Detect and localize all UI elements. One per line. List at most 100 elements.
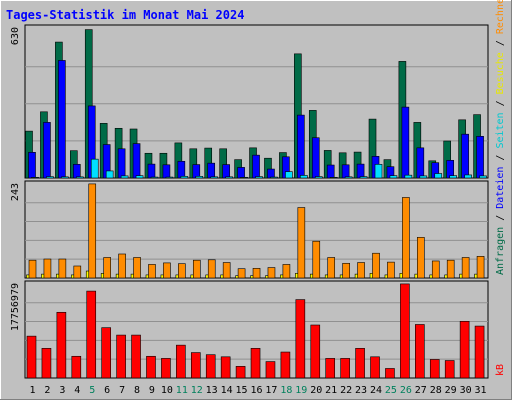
bar-dateien-day-11 (177, 160, 186, 179)
bar-dateien-day-8 (132, 143, 141, 179)
bar-rechner-day-17 (267, 267, 276, 279)
legend-part: kB (495, 364, 506, 376)
bar-kb-day-15 (235, 366, 246, 379)
bar-dateien-day-17 (267, 168, 275, 179)
bar-kb-day-18 (280, 351, 291, 379)
day-label-7: 7 (119, 385, 125, 396)
bar-dateien-day-30 (461, 133, 469, 179)
bar-seiten-day-10 (165, 176, 174, 179)
bar-kb-day-31 (474, 325, 485, 379)
plot-area (24, 180, 489, 279)
bar-dateien-day-23 (356, 163, 365, 179)
bar-kb-day-7 (116, 334, 126, 379)
bar-kb-day-10 (161, 358, 171, 379)
bar-dateien-day-12 (192, 164, 201, 179)
bar-rechner-day-12 (192, 259, 201, 279)
bar-kb-day-20 (310, 324, 321, 379)
bar-rechner-day-8 (133, 257, 141, 279)
bar-dateien-day-27 (416, 147, 425, 179)
day-label-8: 8 (134, 385, 140, 396)
bar-rechner-day-5 (88, 183, 97, 279)
bar-rechner-day-25 (387, 261, 395, 279)
bar-seiten-day-14 (225, 176, 233, 179)
day-label-29: 29 (445, 385, 457, 396)
bar-rechner-day-15 (237, 268, 246, 279)
bar-rechner-day-19 (297, 207, 306, 279)
bar-kb-day-5 (86, 290, 97, 379)
bar-dateien-day-15 (237, 167, 245, 179)
bar-rechner-day-14 (222, 262, 231, 279)
bar-kb-day-17 (265, 361, 276, 379)
bar-kb-day-23 (355, 348, 365, 379)
bar-seiten-day-4 (76, 176, 84, 179)
bar-dateien-day-14 (222, 164, 230, 179)
day-label-5: 5 (89, 385, 95, 396)
bar-kb-day-19 (295, 299, 306, 379)
chart-title: Tages-Statistik im Monat Mai 2024 (6, 8, 244, 22)
bar-kb-day-24 (370, 356, 380, 379)
day-label-25: 25 (385, 385, 397, 396)
day-label-10: 10 (161, 385, 173, 396)
bar-seiten-day-9 (150, 176, 159, 179)
bar-seiten-day-25 (389, 175, 398, 179)
y-axis-max-label: 243 (10, 183, 21, 201)
bar-rechner-day-26 (402, 197, 410, 279)
legend-part: Seiten (495, 112, 506, 148)
bar-kb-day-27 (415, 324, 425, 379)
bar-kb-day-21 (325, 358, 336, 379)
bar-seiten-day-28 (434, 173, 443, 179)
bar-rechner-day-20 (312, 240, 321, 279)
bar-kb-day-13 (205, 354, 216, 379)
bar-seiten-day-15 (240, 176, 248, 179)
panel-middle: 243 (10, 180, 489, 279)
bar-rechner-day-13 (207, 259, 216, 279)
bar-dateien-day-7 (117, 148, 126, 179)
bar-dateien-day-9 (147, 163, 156, 179)
legend-part: / (495, 34, 506, 52)
day-label-13: 13 (206, 385, 218, 396)
bar-dateien-day-13 (207, 162, 216, 179)
bar-seiten-day-11 (180, 176, 189, 179)
bar-kb-day-14 (220, 356, 231, 379)
bar-seiten-day-6 (105, 170, 114, 179)
bar-seiten-day-16 (255, 176, 263, 179)
y-axis-max-label: 630 (10, 27, 21, 45)
bar-seiten-day-13 (210, 176, 219, 179)
bar-seiten-day-24 (374, 164, 383, 179)
bar-seiten-day-7 (120, 175, 129, 179)
day-label-28: 28 (430, 385, 442, 396)
bar-rechner-day-29 (446, 259, 455, 279)
bar-seiten-day-21 (329, 176, 338, 179)
bar-dateien-day-26 (401, 106, 410, 179)
bar-dateien-day-3 (58, 60, 66, 179)
bar-seiten-day-31 (479, 175, 487, 179)
bar-rechner-day-11 (178, 263, 186, 279)
bar-rechner-day-23 (357, 262, 365, 279)
day-label-26: 26 (400, 385, 412, 396)
day-label-21: 21 (325, 385, 337, 396)
legend-part: / (495, 94, 506, 112)
bar-seiten-day-29 (449, 175, 457, 179)
bar-rechner-day-21 (327, 257, 336, 279)
bar-seiten-day-5 (90, 158, 99, 179)
bar-dateien-day-10 (162, 164, 171, 179)
bar-kb-day-28 (429, 359, 440, 379)
day-label-27: 27 (415, 385, 427, 396)
x-axis-day-labels: 1 2 3 4 5 6 7 8 9 10 11 12 13 14 15 16 17 18 19 20 21 22 23 24 2… (29, 385, 486, 396)
bar-rechner-day-28 (431, 260, 440, 279)
bar-rechner-day-6 (103, 257, 111, 279)
bar-rechner-day-31 (476, 256, 485, 279)
day-label-14: 14 (221, 385, 233, 396)
day-label-11: 11 (176, 385, 188, 396)
legend-part: / (495, 149, 506, 167)
y-axis-max-label: 17756979 (10, 283, 21, 331)
bar-rechner-day-10 (163, 262, 171, 279)
day-label-6: 6 (104, 385, 110, 396)
bar-kb-day-6 (101, 327, 111, 379)
bar-kb-day-12 (190, 352, 201, 379)
bar-dateien-day-20 (311, 137, 320, 179)
bar-kb-day-11 (176, 344, 186, 379)
bar-seiten-day-26 (404, 174, 413, 179)
bar-seiten-day-30 (464, 174, 472, 179)
